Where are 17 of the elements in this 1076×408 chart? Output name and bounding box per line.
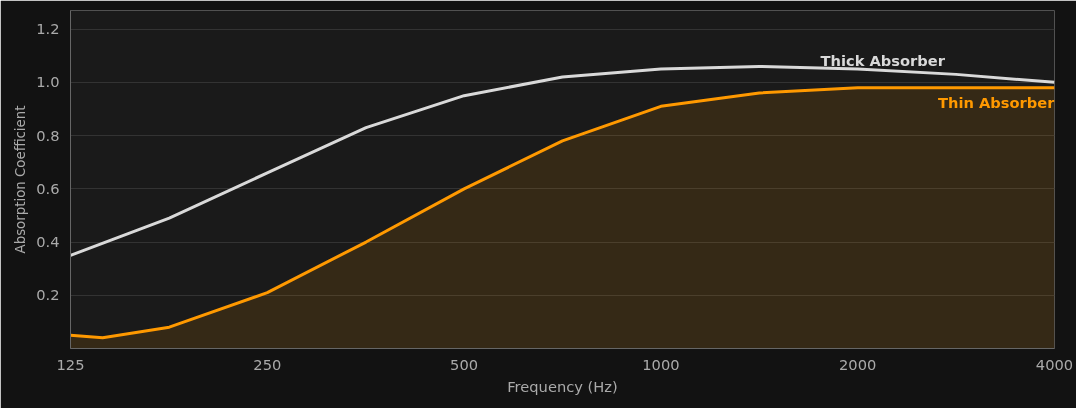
x-tick-label: 1000 [642, 355, 680, 373]
y-tick-label: 0.4 [36, 233, 60, 251]
x-axis-title: Frequency (Hz) [507, 377, 618, 395]
y-tick-label: 1.0 [36, 73, 60, 91]
x-tick-label: 2000 [839, 355, 877, 373]
line-series [70, 64, 1055, 257]
series-label: Thin Absorber [937, 94, 1056, 112]
series-label: Thick Absorber [820, 52, 946, 70]
x-tick-label: 250 [253, 355, 282, 373]
x-tick-label: 500 [450, 355, 479, 373]
y-tick-label: 0.2 [36, 286, 60, 304]
x-tick-label: 125 [56, 355, 85, 373]
y-tick-label: 0.8 [36, 126, 60, 144]
y-tick-label: 0.6 [36, 179, 60, 197]
y-axis-title: Absorption Coefficient [13, 105, 29, 254]
y-tick-label: 1.2 [36, 20, 60, 38]
x-tick-label: 4000 [1035, 355, 1074, 373]
